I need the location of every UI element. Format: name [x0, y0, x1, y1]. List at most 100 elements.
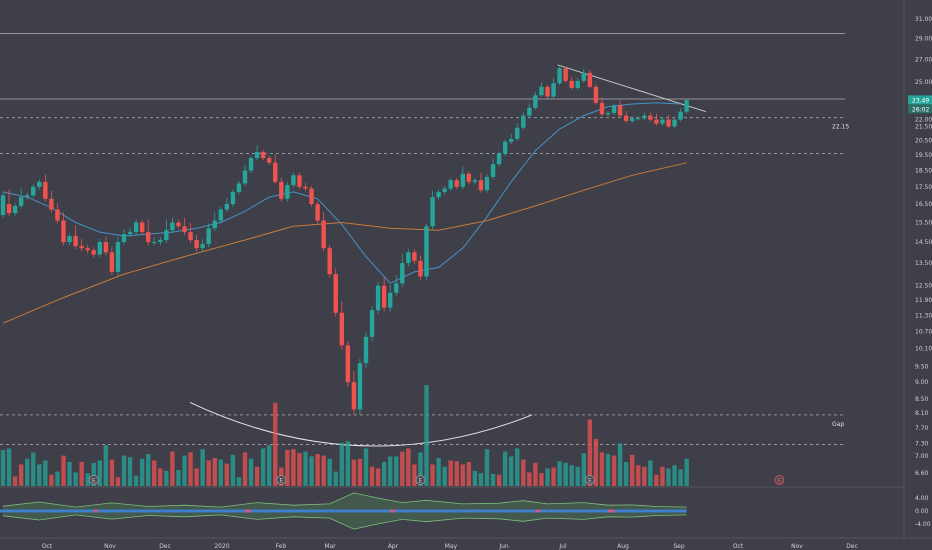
- candle-body: [666, 119, 671, 127]
- candle-body: [182, 226, 187, 233]
- price-axis: 31.0029.0027.0025.0023.5022.0021.5020.50…: [903, 0, 932, 540]
- volume-bar: [424, 385, 429, 486]
- candle-body: [460, 173, 465, 187]
- volume-bar: [430, 464, 435, 486]
- price-tick-label: 8.10: [915, 410, 929, 417]
- candle-body: [0, 195, 6, 215]
- candle-body: [509, 138, 514, 142]
- candle-body: [521, 115, 526, 128]
- candle-body: [31, 186, 36, 196]
- time-tick-label: Oct: [733, 543, 744, 550]
- cup-curve: [189, 401, 533, 447]
- price-tick-label: 21.50: [915, 123, 932, 130]
- volume-bar: [18, 464, 24, 486]
- candle-body: [152, 242, 157, 244]
- candle-body: [617, 105, 623, 116]
- candle-body: [502, 141, 508, 154]
- volume-bar: [236, 477, 242, 486]
- volume-bar: [363, 448, 369, 486]
- volume-bar: [448, 460, 453, 486]
- candle-body: [97, 242, 102, 255]
- candle-body: [297, 175, 302, 187]
- volume-bar: [224, 463, 230, 486]
- time-tick-label: Oct: [42, 543, 53, 550]
- price-tick-label: 18.50: [915, 168, 932, 175]
- volume-bar: [357, 458, 363, 486]
- candle-body: [375, 285, 381, 311]
- price-tick-label: 9.00: [915, 379, 929, 386]
- volume-bar: [412, 464, 417, 486]
- price-tick-label: 17.50: [915, 184, 932, 191]
- candle-body: [146, 232, 151, 243]
- volume-bar: [254, 466, 260, 486]
- volume-bar: [327, 458, 332, 486]
- volume-bar: [472, 470, 478, 486]
- volume-bar: [97, 460, 102, 486]
- candle-body: [176, 222, 181, 227]
- price-tick-label: 11.90: [915, 297, 932, 304]
- time-tick-label: Apr: [388, 543, 399, 550]
- candle-body: [133, 222, 139, 233]
- candle-body: [630, 118, 635, 121]
- volume-bar: [43, 460, 48, 486]
- volume-bar: [623, 462, 629, 486]
- volume-bar: [170, 451, 175, 486]
- time-tick-label: Feb: [276, 543, 287, 550]
- price-tick-label: 20.50: [915, 137, 932, 144]
- volume-bar: [490, 474, 496, 486]
- candle-body: [363, 336, 369, 364]
- volume-bar: [521, 459, 526, 486]
- volume-bar: [121, 455, 127, 486]
- volume-bar: [273, 402, 278, 486]
- candle-body: [605, 113, 611, 115]
- candle-body: [67, 236, 72, 243]
- candle-body: [158, 240, 163, 243]
- last-price-badge: [908, 95, 932, 105]
- volume-bar: [509, 456, 514, 486]
- moving-average-line: [2, 162, 687, 324]
- volume-bar: [12, 476, 18, 486]
- volume-bar: [139, 458, 145, 486]
- candle-body: [333, 274, 338, 313]
- volume-bar: [527, 472, 532, 486]
- volume-bar: [569, 465, 574, 486]
- price-tick-label: 29.00: [915, 35, 932, 42]
- volume-bar: [230, 454, 236, 486]
- price-tick-label: 13.50: [915, 260, 932, 267]
- price-tick-label: 19.50: [915, 152, 932, 159]
- time-tick-label: Jun: [498, 543, 509, 550]
- candle-body: [218, 209, 223, 221]
- volume-bar: [587, 419, 593, 486]
- candle-body: [212, 220, 217, 229]
- candle-body: [551, 83, 556, 97]
- candle-body: [466, 173, 472, 182]
- candle-body: [200, 244, 205, 249]
- candle-body: [351, 382, 357, 410]
- candle-body: [660, 119, 665, 124]
- volume-bar: [25, 458, 30, 486]
- candle-body: [121, 234, 127, 243]
- volume-bar: [593, 438, 599, 486]
- candle-body: [587, 72, 593, 87]
- candle-body: [194, 240, 199, 249]
- candle-body: [49, 198, 54, 210]
- time-tick-label: Mar: [324, 543, 336, 550]
- candle-body: [515, 127, 520, 139]
- volume-bar: [109, 459, 115, 486]
- earnings-marker: [276, 475, 287, 485]
- volume-bar: [442, 466, 447, 486]
- volume-bar: [115, 477, 121, 486]
- candle-body: [37, 181, 42, 187]
- price-tick-label: 8.50: [915, 396, 929, 403]
- volume-bar: [333, 471, 338, 486]
- volume-bar: [321, 455, 326, 486]
- volume-bar: [654, 474, 659, 486]
- volume-bar: [466, 462, 472, 486]
- candle-body: [533, 95, 538, 108]
- indicator-tick-label: 4.00: [915, 495, 929, 502]
- indicator-signal: [535, 509, 541, 513]
- time-tick-label: Dec: [159, 543, 171, 550]
- volume-bar: [672, 465, 677, 486]
- candle-body: [103, 242, 109, 253]
- volume-bar: [158, 468, 163, 486]
